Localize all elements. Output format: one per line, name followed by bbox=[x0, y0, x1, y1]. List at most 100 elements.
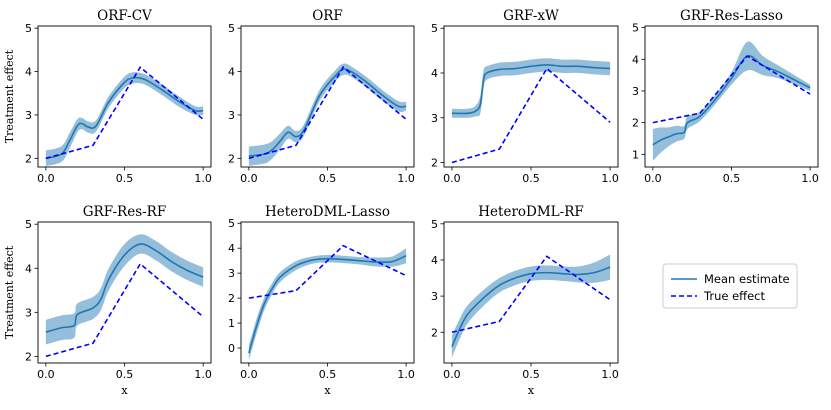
y-tick-label: 2 bbox=[632, 117, 639, 130]
panel-title: GRF-Res-Lasso bbox=[680, 8, 783, 24]
plot-area bbox=[451, 58, 611, 164]
x-tick-label: 1.0 bbox=[601, 172, 619, 185]
mean-estimate-line bbox=[248, 68, 407, 157]
y-tick-label: 5 bbox=[228, 22, 235, 35]
panels: ORF-CV 2 3 4 5 0.0 0.5 1.0 Treatment effect ORF 2 3… bbox=[3, 8, 819, 397]
true-effect-line bbox=[45, 262, 204, 358]
panel-heterodml-rf: HeteroDML-RF 2 3 4 5 0.0 0.5 1.0 x bbox=[431, 204, 619, 397]
y-tick-label: 5 bbox=[228, 217, 235, 230]
x-tick-label: 0.0 bbox=[443, 368, 461, 381]
axes-frame bbox=[443, 221, 619, 364]
confidence-band bbox=[45, 72, 204, 167]
y-tick-label: 2 bbox=[431, 326, 438, 339]
y-tick-label: 5 bbox=[25, 218, 32, 231]
panel-title: HeteroDML-Lasso bbox=[265, 204, 390, 220]
x-axis-label: x bbox=[324, 384, 331, 397]
x-axis-label: x bbox=[121, 384, 128, 397]
x-tick-label: 0.5 bbox=[116, 172, 134, 185]
y-tick-label: 4 bbox=[25, 66, 32, 79]
y-tick-label: 5 bbox=[25, 22, 32, 35]
y-tick-label: 1 bbox=[228, 317, 235, 330]
true-effect-line bbox=[248, 66, 407, 160]
y-tick-label: 2 bbox=[228, 152, 235, 165]
plot-area bbox=[248, 244, 407, 361]
x-tick-label: 0.0 bbox=[240, 368, 258, 381]
mean-estimate-line bbox=[451, 266, 611, 348]
y-axis-label: Treatment effect bbox=[3, 245, 16, 339]
y-tick-label: 2 bbox=[228, 292, 235, 305]
y-tick-label: 2 bbox=[431, 157, 438, 170]
confidence-band bbox=[248, 248, 407, 361]
mean-estimate-line bbox=[451, 64, 611, 115]
panel-title: GRF-xW bbox=[503, 8, 559, 24]
x-tick-label: 1.0 bbox=[194, 172, 212, 185]
x-tick-label: 0.0 bbox=[37, 172, 55, 185]
panel-title: GRF-Res-RF bbox=[83, 204, 166, 220]
plot-area bbox=[451, 254, 611, 358]
x-tick-label: 1.0 bbox=[397, 172, 415, 185]
x-tick-label: 1.0 bbox=[194, 368, 212, 381]
panel-heterodml-lasso: HeteroDML-Lasso 0 1 2 3 4 5 0.0 0.5 1.0 x bbox=[228, 204, 415, 397]
axes-frame bbox=[644, 25, 819, 168]
plot-area bbox=[652, 41, 811, 161]
y-tick-label: 3 bbox=[431, 290, 438, 303]
panel-title: ORF-CV bbox=[97, 8, 152, 24]
panel-title: ORF bbox=[312, 8, 343, 24]
panel-grf-res-lasso: GRF-Res-Lasso 1 2 3 4 5 0.0 0.5 1.0 bbox=[632, 8, 819, 185]
mean-estimate-line bbox=[45, 243, 204, 333]
y-tick-label: 4 bbox=[228, 66, 235, 79]
legend-mean-label: Mean estimate bbox=[704, 272, 790, 286]
axes-frame bbox=[443, 25, 619, 168]
y-tick-label: 3 bbox=[431, 112, 438, 125]
x-tick-label: 0.5 bbox=[522, 368, 540, 381]
y-tick-label: 5 bbox=[431, 22, 438, 35]
true-effect-line bbox=[652, 55, 811, 124]
x-tick-label: 0.0 bbox=[37, 368, 55, 381]
x-tick-label: 0.5 bbox=[319, 368, 337, 381]
x-tick-label: 0.5 bbox=[319, 172, 337, 185]
x-tick-label: 0.0 bbox=[644, 172, 662, 185]
legend-true-label: True effect bbox=[703, 289, 765, 303]
legend: Mean estimate True effect bbox=[662, 263, 798, 309]
y-tick-label: 2 bbox=[25, 152, 32, 165]
confidence-band bbox=[451, 254, 611, 358]
y-tick-label: 1 bbox=[632, 148, 639, 161]
y-tick-label: 4 bbox=[632, 53, 639, 66]
plot-area bbox=[45, 66, 204, 167]
confidence-band bbox=[45, 234, 204, 345]
true-effect-line bbox=[451, 255, 611, 334]
panel-orf-cv: ORF-CV 2 3 4 5 0.0 0.5 1.0 Treatment effect bbox=[3, 8, 212, 185]
true-effect-line bbox=[248, 244, 407, 299]
panel-title: HeteroDML-RF bbox=[478, 204, 583, 220]
x-tick-label: 1.0 bbox=[601, 368, 619, 381]
plot-area bbox=[45, 234, 204, 358]
confidence-band bbox=[451, 58, 611, 118]
x-tick-label: 0.5 bbox=[522, 172, 540, 185]
y-tick-label: 3 bbox=[228, 109, 235, 122]
y-tick-label: 3 bbox=[632, 85, 639, 98]
y-axis-label: Treatment effect bbox=[3, 49, 16, 143]
y-tick-label: 5 bbox=[431, 218, 438, 231]
x-axis-label: x bbox=[528, 384, 535, 397]
y-tick-label: 4 bbox=[431, 254, 438, 267]
panel-grf-xw: GRF-xW 2 3 4 5 0.0 0.5 1.0 bbox=[431, 8, 619, 185]
axes-frame bbox=[37, 221, 212, 364]
y-tick-label: 3 bbox=[25, 109, 32, 122]
y-tick-label: 3 bbox=[228, 267, 235, 280]
y-tick-label: 2 bbox=[25, 350, 32, 363]
mean-estimate-line bbox=[652, 55, 811, 146]
plot-area bbox=[248, 63, 407, 166]
panel-orf: ORF 2 3 4 5 0.0 0.5 1.0 bbox=[228, 8, 415, 185]
y-tick-label: 3 bbox=[25, 306, 32, 319]
confidence-band bbox=[652, 41, 811, 161]
x-tick-label: 0.0 bbox=[443, 172, 461, 185]
x-tick-label: 1.0 bbox=[397, 368, 415, 381]
y-tick-label: 0 bbox=[228, 342, 235, 355]
y-tick-label: 4 bbox=[228, 242, 235, 255]
y-tick-label: 4 bbox=[431, 67, 438, 80]
panel-grf-res-rf: GRF-Res-RF 2 3 4 5 0.0 0.5 1.0 Treatment effect x bbox=[3, 204, 212, 397]
true-effect-line bbox=[45, 66, 204, 160]
mean-estimate-line bbox=[45, 76, 204, 160]
y-tick-label: 5 bbox=[632, 22, 639, 35]
